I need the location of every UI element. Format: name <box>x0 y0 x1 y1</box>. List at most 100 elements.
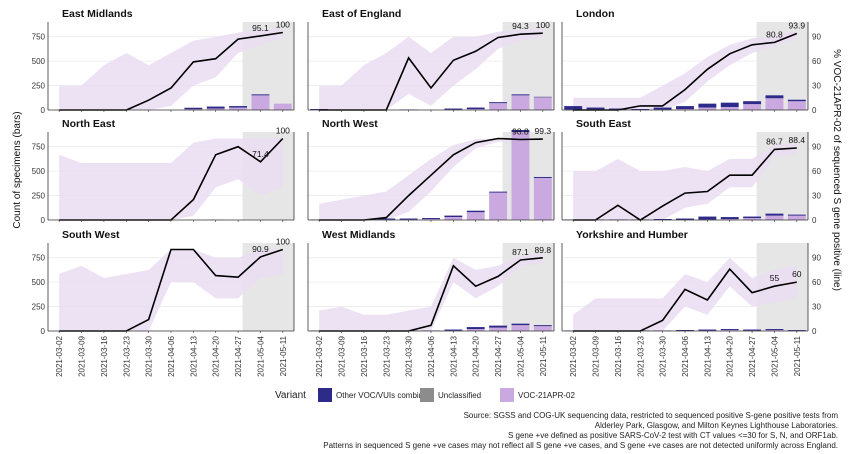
bar-other <box>720 102 739 108</box>
bar-voc <box>229 107 248 110</box>
bar-other <box>608 108 627 110</box>
bar-voc <box>698 107 717 110</box>
x-tick-label: 2021-04-13 <box>703 335 712 376</box>
legend: Variant Other VOC/VUIs combined Unclassif… <box>275 388 575 402</box>
y-tick-right: 90 <box>812 33 821 42</box>
value-label: 100 <box>276 20 290 30</box>
panel-title: East Midlands <box>62 8 133 20</box>
bar-other <box>743 216 762 219</box>
bar-other <box>698 216 717 220</box>
y-tick-right: 30 <box>812 82 821 91</box>
caption-line: Alderley Park, Glasgow, and Milton Keyne… <box>595 421 838 430</box>
panel-title: East of England <box>322 8 401 20</box>
legend-swatch <box>318 388 332 402</box>
pct-line <box>573 147 797 221</box>
bar-other <box>720 329 739 331</box>
panel-london: London 80.8 93.9 0 30 60 90 <box>561 8 821 115</box>
legend-label: Other VOC/VUIs combined <box>336 391 432 400</box>
value-label: 100 <box>276 126 290 136</box>
bar-other <box>511 323 530 326</box>
caption-line: Patterns in sequenced S gene +ve cases m… <box>323 441 838 450</box>
bar-voc <box>533 326 552 331</box>
y-tick-left: 250 <box>32 303 46 312</box>
y-tick-left: 250 <box>32 82 46 91</box>
x-tick-label: 2021-04-20 <box>212 335 221 376</box>
x-tick-label: 2021-05-04 <box>257 335 266 376</box>
value-label: 80.8 <box>766 29 783 39</box>
bar-voc <box>511 95 530 110</box>
x-tick-label: 2021-03-30 <box>145 335 154 376</box>
bar-other <box>229 106 248 108</box>
panel-east-of-england: East of England 94.3 100 <box>307 8 555 112</box>
value-label: 86.7 <box>766 136 783 146</box>
bar-voc <box>511 132 530 220</box>
legend-swatch <box>420 388 434 402</box>
x-tick-label: 2021-04-13 <box>449 335 458 376</box>
bar-other <box>765 329 784 331</box>
x-tick-label: 2021-03-30 <box>659 335 668 376</box>
value-label: 88.4 <box>789 135 806 145</box>
bar-voc <box>511 325 530 331</box>
panels-group: East Midlands 95.1 100 0 250 500 750 East of En… <box>32 8 822 377</box>
caption: Source: SGSS and COG-UK sequencing data,… <box>323 411 838 450</box>
x-tick-label: 2021-04-27 <box>748 335 757 376</box>
ci-band <box>319 253 543 331</box>
y-tick-right: 30 <box>812 192 821 201</box>
value-label: 93.9 <box>789 20 806 30</box>
x-tick-label: 2021-04-13 <box>189 335 198 376</box>
bar-voc <box>743 104 762 110</box>
bar-other <box>787 99 806 102</box>
bar-voc <box>765 330 784 331</box>
y-tick-right: 30 <box>812 303 821 312</box>
bar-voc <box>743 218 762 220</box>
y-tick-left: 0 <box>41 327 46 336</box>
bar-other <box>489 325 508 328</box>
y-tick-right: 90 <box>812 143 821 152</box>
ci-band <box>59 138 283 220</box>
bar-voc <box>444 217 463 220</box>
y-tick-left: 750 <box>32 143 46 152</box>
x-tick-label: 2021-03-02 <box>55 335 64 376</box>
panel-title: London <box>576 8 614 20</box>
x-tick-label: 2021-05-04 <box>771 335 780 376</box>
x-tick-label: 2021-03-16 <box>100 335 109 376</box>
bar-other <box>533 176 552 178</box>
panel-south-west: South West 90.9 100 0 250 500 750 2021-03-02 202… <box>32 229 295 377</box>
bar-other <box>564 106 583 110</box>
bar-other <box>466 327 485 330</box>
bar-voc <box>720 330 739 331</box>
bar-other <box>586 107 605 110</box>
panel-north-west: North West 98.8 99.3 <box>307 118 555 222</box>
panel-title: South West <box>62 229 120 241</box>
panel-west-midlands: West Midlands 87.1 89.8 2021-03-02 2021-03-0… <box>307 229 555 377</box>
ci-band <box>59 249 283 331</box>
bar-voc <box>466 212 485 220</box>
bar-voc <box>765 98 784 110</box>
bar-other <box>765 95 784 99</box>
x-tick-label: 2021-03-02 <box>315 335 324 376</box>
value-label: 89.8 <box>535 245 552 255</box>
bar-other <box>743 101 762 105</box>
bar-voc <box>422 219 440 220</box>
value-label: 99.3 <box>535 126 552 136</box>
y-tick-left: 750 <box>32 33 46 42</box>
ci-band <box>319 138 543 220</box>
bar-other <box>653 219 672 220</box>
y-tick-left: 750 <box>32 254 46 263</box>
bar-other <box>466 107 485 110</box>
bar-other <box>489 102 508 104</box>
x-tick-label: 2021-04-27 <box>494 335 503 376</box>
x-tick-label: 2021-05-11 <box>539 335 548 376</box>
x-tick-label: 2021-03-23 <box>382 335 391 376</box>
value-label: 71.4 <box>252 149 269 159</box>
bar-voc <box>489 103 508 110</box>
caption-line: S gene +ve defined as positive SARS-CoV-… <box>508 431 838 440</box>
legend-label: VOC-21APR-02 <box>518 391 575 400</box>
panel-title: Yorkshire and Humber <box>576 229 688 241</box>
caption-line: Source: SGSS and COG-UK sequencing data,… <box>464 411 839 420</box>
bar-voc <box>251 95 270 110</box>
value-label: 95.1 <box>252 23 269 33</box>
bar-voc <box>533 177 552 220</box>
x-tick-label: 2021-05-11 <box>279 335 288 376</box>
